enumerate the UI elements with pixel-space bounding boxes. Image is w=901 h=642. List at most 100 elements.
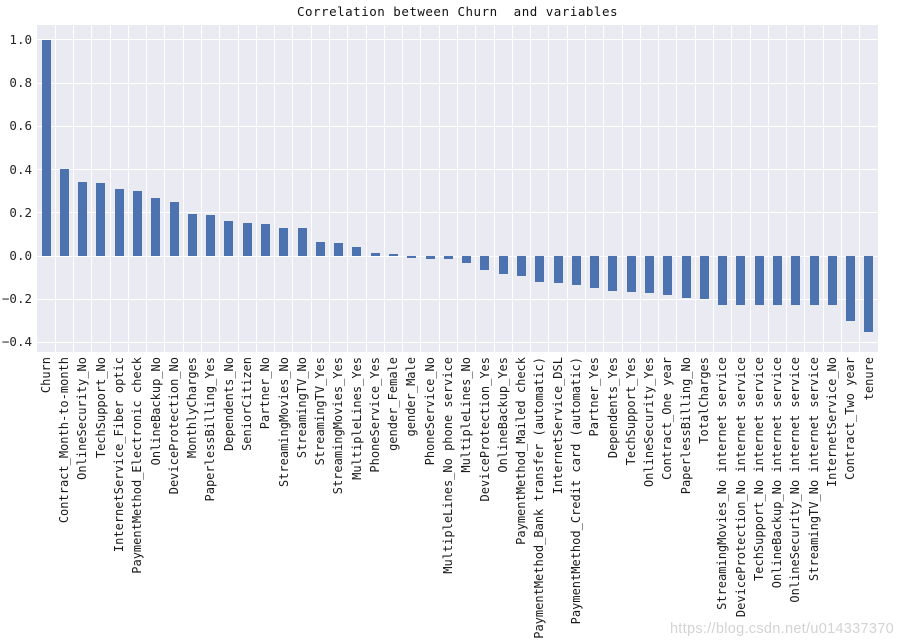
- gridline-vertical: [201, 25, 203, 352]
- gridline-vertical: [457, 25, 458, 352]
- bar: [370, 253, 380, 257]
- bar: [59, 168, 69, 257]
- watermark-text: https://blog.csdn.net/u014337370: [669, 621, 894, 637]
- gridline-vertical: [73, 25, 75, 352]
- x-tick-label: TechSupport_No internet service: [751, 357, 766, 581]
- x-tick-label: DeviceProtection_Yes: [477, 357, 492, 502]
- x-tick-label: StreamingTV_No: [294, 357, 309, 459]
- gridline-vertical: [274, 25, 276, 352]
- gridline-vertical: [292, 25, 294, 352]
- gridline-vertical: [329, 25, 331, 352]
- x-tick-label: TechSupport_Yes: [623, 357, 638, 466]
- x-tick-label: Contract_Two year: [843, 357, 858, 480]
- gridline-vertical: [91, 25, 93, 352]
- y-tick-label: 1.0: [9, 31, 32, 47]
- x-tick-cell: MonthlyCharges: [183, 357, 201, 640]
- x-tick-cell: StreamingTV_Yes: [311, 357, 329, 640]
- x-tick-cell: DeviceProtection_No: [165, 357, 183, 640]
- gridline-vertical: [347, 25, 349, 352]
- bar: [297, 228, 307, 257]
- gridline-vertical: [658, 25, 660, 352]
- x-tick-label: MultipleLines_No phone service: [441, 357, 456, 574]
- bar: [480, 256, 490, 271]
- gridline-vertical: [822, 25, 824, 352]
- bar: [261, 223, 271, 257]
- gridline-vertical: [621, 25, 623, 352]
- bar: [389, 254, 398, 257]
- y-tick-label: −0.4: [1, 334, 32, 350]
- bar: [425, 256, 435, 259]
- bar: [279, 227, 289, 257]
- x-tick-cell: PhoneService_Yes: [366, 357, 384, 640]
- y-tick-label: 0.6: [9, 118, 32, 134]
- x-tick-cell: DeviceProtection_No internet service: [732, 357, 750, 640]
- gridline-vertical: [164, 25, 166, 352]
- x-tick-cell: PaperlessBilling_No: [677, 357, 695, 640]
- bar: [772, 256, 782, 306]
- bar: [608, 256, 618, 292]
- gridline-vertical: [475, 25, 477, 352]
- bar: [535, 256, 545, 282]
- x-tick-label: InternetService_DSL: [550, 357, 565, 495]
- x-axis: Churn Contract_Month-to-month OnlineSecuri…: [37, 357, 878, 640]
- bar: [864, 256, 874, 333]
- bar: [206, 214, 216, 257]
- x-tick-label: Churn: [38, 357, 53, 394]
- bar: [553, 256, 563, 283]
- x-tick-cell: MultipleLines_No phone service: [439, 357, 457, 640]
- bar: [462, 256, 472, 264]
- x-tick-cell: OnlineSecurity_Yes: [640, 357, 658, 640]
- bar: [681, 256, 691, 298]
- x-tick-label: Dependents_No: [221, 357, 236, 451]
- bar: [699, 256, 709, 300]
- x-tick-label: PaymentMethod_Mailed check: [514, 357, 529, 545]
- bar: [663, 256, 673, 295]
- x-tick-cell: TotalCharges: [695, 357, 713, 640]
- gridline-vertical: [859, 25, 861, 352]
- x-tick-cell: DeviceProtection_Yes: [476, 357, 494, 640]
- bar: [644, 256, 654, 293]
- gridline-vertical: [182, 25, 184, 352]
- gridline-vertical: [383, 25, 385, 352]
- bar: [827, 256, 837, 306]
- bar: [114, 189, 124, 257]
- bar: [791, 256, 801, 306]
- x-tick-cell: OnlineBackup_No: [147, 357, 165, 640]
- x-tick-label: Dependents_Yes: [605, 357, 620, 459]
- x-tick-cell: Churn: [37, 357, 55, 640]
- gridline-vertical: [365, 25, 367, 352]
- x-tick-label: gender_Female: [386, 357, 401, 451]
- x-tick-label: Partner_No: [258, 357, 273, 430]
- gridline-vertical: [603, 25, 605, 352]
- bar: [846, 256, 856, 322]
- x-tick-label: TechSupport_No: [93, 357, 108, 459]
- x-tick-label: Partner_Yes: [587, 357, 602, 437]
- gridline-vertical: [493, 25, 495, 352]
- x-tick-cell: Partner_Yes: [585, 357, 603, 640]
- x-tick-cell: InternetService_DSL: [549, 357, 567, 640]
- gridline-vertical: [840, 25, 842, 352]
- gridline-vertical: [804, 25, 806, 352]
- x-tick-cell: TechSupport_No: [92, 357, 110, 640]
- x-tick-cell: PaymentMethod_Bank transfer (automatic): [531, 357, 549, 640]
- bar: [352, 247, 362, 257]
- x-tick-cell: PaymentMethod_Credit card (automatic): [567, 357, 585, 640]
- x-tick-cell: OnlineBackup_Yes: [494, 357, 512, 640]
- gridline-vertical: [767, 25, 769, 352]
- gridline-vertical: [109, 25, 111, 352]
- x-tick-label: OnlineSecurity_No internet service: [788, 357, 803, 603]
- gridline-vertical: [402, 25, 404, 352]
- x-tick-cell: StreamingMovies_No internet service: [713, 357, 731, 640]
- gridline-vertical: [548, 25, 550, 352]
- gridline-vertical: [731, 25, 733, 352]
- x-tick-cell: Dependents_No: [220, 357, 238, 640]
- x-tick-label: SeniorCitizen: [239, 357, 254, 451]
- gridline-vertical: [749, 25, 751, 352]
- x-tick-cell: TechSupport_No internet service: [750, 357, 768, 640]
- y-tick-label: 0.2: [9, 204, 32, 220]
- gridline-vertical: [639, 25, 641, 352]
- x-tick-label: DeviceProtection_No: [166, 357, 181, 495]
- bar: [718, 256, 728, 306]
- x-tick-label: MonthlyCharges: [185, 357, 200, 459]
